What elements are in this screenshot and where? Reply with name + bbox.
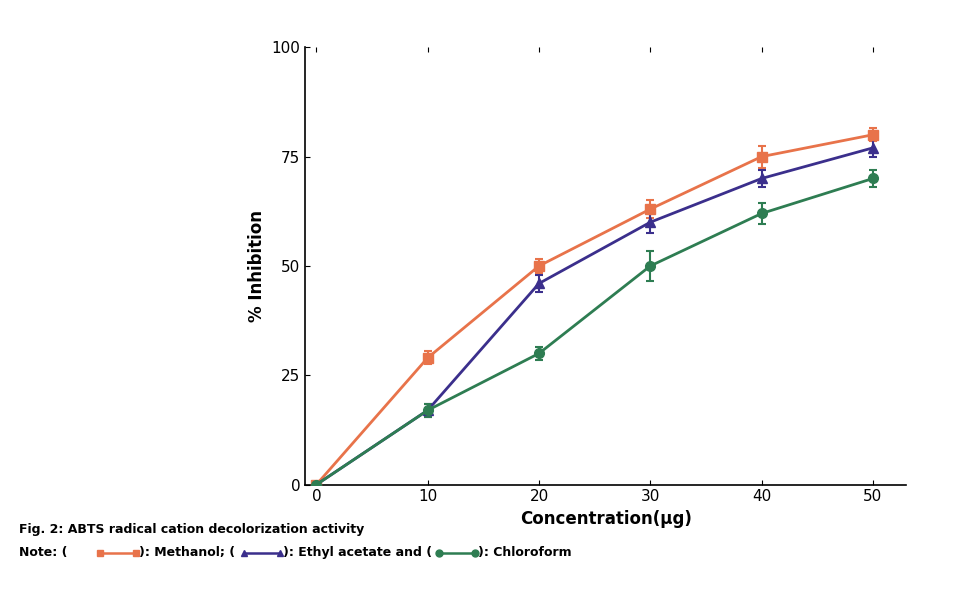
Text: ): Ethyl acetate and (: ): Ethyl acetate and ( [283, 546, 432, 559]
Text: ): Methanol; (: ): Methanol; ( [139, 546, 235, 559]
Text: Note: (: Note: ( [19, 546, 68, 559]
Text: Fig. 2: ABTS radical cation decolorization activity: Fig. 2: ABTS radical cation decolorizati… [19, 523, 364, 536]
X-axis label: Concentration(μg): Concentration(μg) [519, 510, 691, 528]
Y-axis label: % Inhibition: % Inhibition [248, 210, 266, 322]
Text: ): Chloroform: ): Chloroform [477, 546, 571, 559]
